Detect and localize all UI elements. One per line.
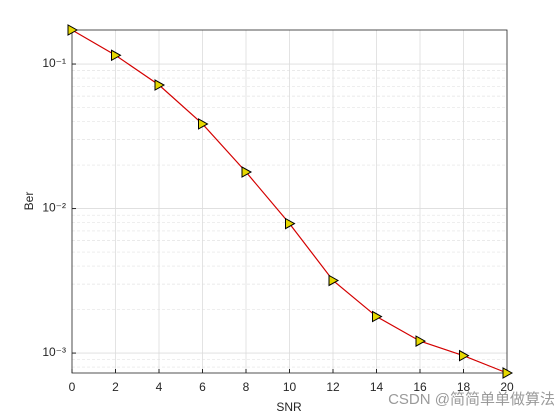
y-tick-label: 10⁻³ [42, 345, 66, 359]
x-axis-label: SNR [276, 400, 302, 414]
marker [415, 335, 427, 347]
marker [502, 367, 514, 379]
marker [372, 310, 383, 323]
y-tick-label: 10⁻² [42, 201, 66, 215]
x-tick-label: 18 [457, 380, 471, 394]
marker [67, 24, 79, 36]
marker [328, 274, 340, 287]
x-tick-label: 0 [69, 380, 76, 394]
watermark: CSDN @简简单单做算法 [388, 390, 555, 408]
x-tick-label: 4 [156, 380, 163, 394]
marker [154, 79, 166, 91]
marker [459, 349, 470, 362]
x-tick-label: 8 [243, 380, 250, 394]
x-tick-label: 20 [500, 380, 514, 394]
marker [111, 49, 122, 62]
x-tick-label: 10 [283, 380, 297, 394]
marker [285, 217, 296, 230]
marker [198, 118, 209, 130]
x-tick-label: 14 [370, 380, 384, 394]
y-axis-label: Ber [22, 192, 36, 211]
y-tick-label: 10⁻¹ [42, 56, 66, 70]
x-tick-label: 2 [112, 380, 119, 394]
x-tick-label: 16 [413, 380, 427, 394]
marker [241, 166, 253, 178]
x-tick-label: 6 [199, 380, 206, 394]
x-tick-label: 12 [326, 380, 340, 394]
axes-box [71, 29, 508, 374]
